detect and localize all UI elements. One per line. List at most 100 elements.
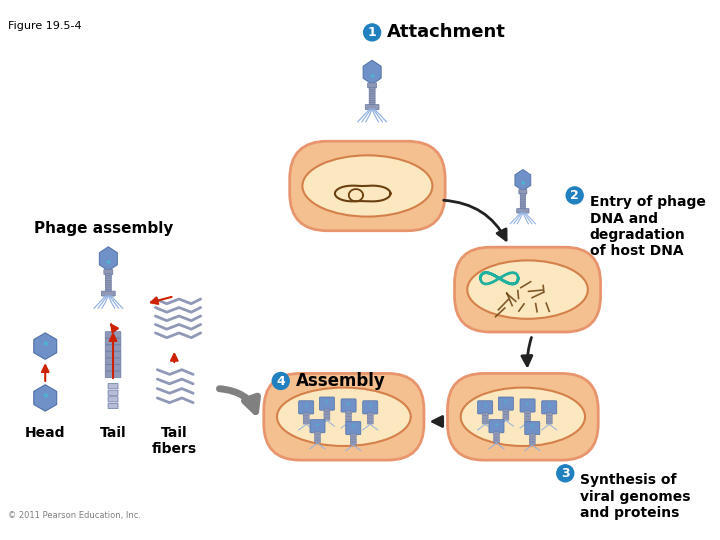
- FancyBboxPatch shape: [520, 199, 526, 201]
- Ellipse shape: [467, 260, 588, 319]
- Text: Head: Head: [25, 426, 66, 440]
- Text: *: *: [484, 403, 487, 409]
- FancyBboxPatch shape: [315, 431, 320, 434]
- FancyBboxPatch shape: [346, 411, 351, 414]
- FancyBboxPatch shape: [529, 434, 535, 436]
- FancyBboxPatch shape: [315, 440, 320, 443]
- FancyBboxPatch shape: [529, 442, 535, 445]
- FancyBboxPatch shape: [517, 208, 529, 213]
- Text: *: *: [521, 181, 525, 190]
- FancyBboxPatch shape: [369, 96, 375, 98]
- FancyBboxPatch shape: [493, 431, 500, 434]
- Text: *: *: [347, 402, 350, 408]
- Polygon shape: [34, 333, 57, 359]
- FancyBboxPatch shape: [310, 420, 325, 433]
- FancyBboxPatch shape: [520, 207, 526, 209]
- FancyBboxPatch shape: [108, 403, 118, 409]
- FancyBboxPatch shape: [546, 421, 552, 424]
- FancyBboxPatch shape: [520, 193, 526, 195]
- Text: Tail: Tail: [100, 426, 127, 440]
- FancyBboxPatch shape: [350, 434, 356, 436]
- Text: *: *: [504, 400, 508, 406]
- FancyBboxPatch shape: [525, 422, 540, 435]
- FancyBboxPatch shape: [503, 417, 509, 420]
- FancyBboxPatch shape: [546, 418, 552, 421]
- FancyBboxPatch shape: [105, 364, 121, 371]
- Text: *: *: [495, 422, 498, 428]
- FancyBboxPatch shape: [529, 436, 535, 439]
- FancyBboxPatch shape: [105, 274, 112, 276]
- FancyBboxPatch shape: [520, 197, 526, 199]
- FancyBboxPatch shape: [105, 332, 121, 338]
- Polygon shape: [99, 247, 117, 271]
- FancyBboxPatch shape: [105, 282, 112, 285]
- FancyBboxPatch shape: [369, 98, 375, 100]
- FancyBboxPatch shape: [108, 383, 118, 389]
- FancyBboxPatch shape: [350, 442, 356, 445]
- Ellipse shape: [302, 156, 433, 217]
- FancyBboxPatch shape: [105, 276, 112, 278]
- FancyBboxPatch shape: [346, 422, 361, 435]
- FancyBboxPatch shape: [482, 421, 488, 424]
- FancyBboxPatch shape: [367, 421, 373, 424]
- FancyBboxPatch shape: [102, 291, 115, 296]
- Text: *: *: [316, 422, 319, 428]
- FancyBboxPatch shape: [346, 420, 351, 422]
- FancyBboxPatch shape: [324, 417, 330, 420]
- FancyBboxPatch shape: [367, 413, 373, 416]
- Polygon shape: [515, 170, 531, 191]
- FancyBboxPatch shape: [493, 437, 500, 440]
- FancyBboxPatch shape: [299, 401, 314, 414]
- Text: Synthesis of
viral genomes
and proteins: Synthesis of viral genomes and proteins: [580, 473, 690, 519]
- FancyBboxPatch shape: [529, 439, 535, 442]
- FancyBboxPatch shape: [520, 205, 526, 207]
- Ellipse shape: [277, 388, 410, 446]
- FancyBboxPatch shape: [369, 92, 375, 94]
- Text: *: *: [369, 403, 372, 409]
- FancyBboxPatch shape: [448, 374, 598, 460]
- FancyBboxPatch shape: [519, 190, 527, 194]
- Text: Assembly: Assembly: [296, 372, 386, 390]
- FancyBboxPatch shape: [525, 420, 531, 422]
- FancyBboxPatch shape: [303, 413, 309, 416]
- Text: *: *: [369, 74, 374, 83]
- FancyBboxPatch shape: [454, 247, 600, 332]
- Circle shape: [557, 465, 574, 482]
- FancyBboxPatch shape: [346, 414, 351, 416]
- Text: *: *: [547, 403, 551, 409]
- FancyBboxPatch shape: [482, 413, 488, 416]
- FancyBboxPatch shape: [320, 397, 335, 410]
- FancyBboxPatch shape: [489, 420, 504, 433]
- FancyBboxPatch shape: [105, 372, 121, 377]
- Text: *: *: [351, 424, 355, 430]
- FancyBboxPatch shape: [520, 195, 526, 198]
- FancyBboxPatch shape: [546, 416, 552, 418]
- FancyBboxPatch shape: [105, 289, 112, 292]
- FancyBboxPatch shape: [105, 280, 112, 283]
- Polygon shape: [363, 60, 381, 84]
- Text: *: *: [526, 402, 529, 408]
- Text: Entry of phage
DNA and
degradation
of host DNA: Entry of phage DNA and degradation of ho…: [590, 195, 706, 258]
- FancyBboxPatch shape: [363, 401, 378, 414]
- FancyBboxPatch shape: [105, 285, 112, 287]
- FancyBboxPatch shape: [369, 94, 375, 96]
- FancyBboxPatch shape: [324, 415, 330, 417]
- FancyBboxPatch shape: [520, 399, 535, 412]
- FancyBboxPatch shape: [368, 83, 377, 88]
- Text: Attachment: Attachment: [387, 23, 506, 42]
- Ellipse shape: [461, 388, 585, 446]
- FancyBboxPatch shape: [546, 413, 552, 416]
- Text: © 2011 Pearson Education, Inc.: © 2011 Pearson Education, Inc.: [7, 511, 140, 520]
- Text: Tail
fibers: Tail fibers: [152, 426, 197, 456]
- FancyBboxPatch shape: [105, 345, 121, 351]
- Text: *: *: [42, 393, 48, 403]
- FancyBboxPatch shape: [367, 416, 373, 418]
- FancyBboxPatch shape: [303, 416, 309, 418]
- FancyBboxPatch shape: [525, 411, 531, 414]
- FancyBboxPatch shape: [264, 374, 424, 460]
- FancyBboxPatch shape: [105, 338, 121, 345]
- FancyBboxPatch shape: [367, 418, 373, 421]
- FancyBboxPatch shape: [493, 440, 500, 443]
- FancyBboxPatch shape: [503, 412, 509, 415]
- FancyBboxPatch shape: [324, 409, 330, 412]
